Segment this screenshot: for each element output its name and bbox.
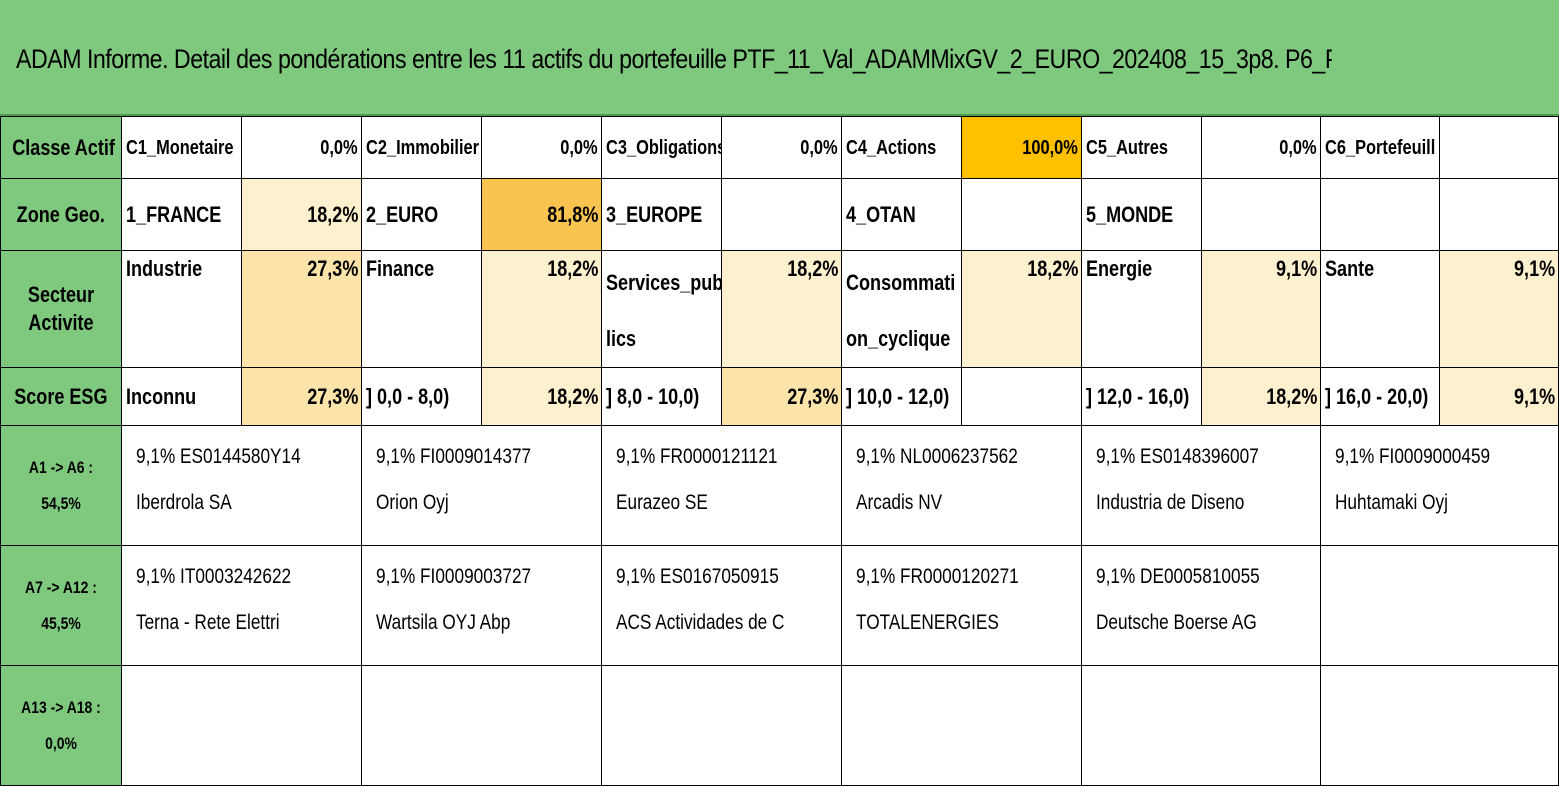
cell-label: 3_EUROPE <box>601 178 722 251</box>
asset-cell: 9,1% FI0009003727 Wartsila OYJ Abp <box>361 545 602 666</box>
asset-cell: 9,1% FI0009000459 Huhtamaki Oyj <box>1320 425 1559 546</box>
cell-label: ] 16,0 - 20,0) <box>1320 367 1440 426</box>
cell-value: 18,2% <box>961 250 1082 368</box>
cell-value: 0,0% <box>1201 116 1321 179</box>
asset-cell: 9,1% IT0003242622 Terna - Rete Elettri <box>121 545 362 666</box>
cell-value: 18,2% <box>1201 367 1321 426</box>
cell-value: 18,2% <box>481 250 602 368</box>
asset-cell <box>1320 545 1559 666</box>
cell-value: 0,0% <box>481 116 602 179</box>
cell-label: Consommati on_cyclique <box>841 250 962 368</box>
asset-cell <box>1081 665 1321 786</box>
cell-value: 18,2% <box>481 367 602 426</box>
header-secteur-activite: Secteur Activite <box>0 250 122 368</box>
cell-label: C5_Autres <box>1081 116 1202 179</box>
asset-group-header: A7 -> A12 : 45,5% <box>0 545 122 666</box>
cell-label: Services_pub lics <box>601 250 722 368</box>
cell-label: 2_EURO <box>361 178 482 251</box>
cell-label: C6_Portefeuill <box>1320 116 1440 179</box>
cell-value: 27,3% <box>241 250 362 368</box>
asset-cell: 9,1% DE0005810055 Deutsche Boerse AG <box>1081 545 1321 666</box>
asset-group-header: A13 -> A18 : 0,0% <box>0 665 122 786</box>
cell-value: 18,2% <box>241 178 362 251</box>
row-score-esg: Score ESG Inconnu 27,3% ] 0,0 - 8,0) 18,… <box>0 367 1559 426</box>
cell-value: 18,2% <box>721 250 842 368</box>
row-asset-group-1: A1 -> A6 : 54,5% 9,1% ES0144580Y14 Iberdr… <box>0 425 1559 546</box>
cell-value <box>721 178 842 251</box>
cell-label <box>1320 178 1440 251</box>
cell-value: 0,0% <box>241 116 362 179</box>
asset-cell: 9,1% ES0167050915 ACS Actividades de C <box>601 545 842 666</box>
row-asset-group-2: A7 -> A12 : 45,5% 9,1% IT0003242622 Terna… <box>0 545 1559 666</box>
asset-cell <box>361 665 602 786</box>
cell-label: Finance <box>361 250 482 368</box>
asset-cell: 9,1% FR0000120271 TOTALENERGIES <box>841 545 1082 666</box>
cell-label: C2_Immobilier <box>361 116 482 179</box>
row-classe-actif: Classe Actif C1_Monetaire 0,0% C2_Immobi… <box>0 116 1559 179</box>
asset-cell: 9,1% FR0000121121 Eurazeo SE <box>601 425 842 546</box>
cell-value: 27,3% <box>241 367 362 426</box>
row-asset-group-3: A13 -> A18 : 0,0% <box>0 665 1559 786</box>
cell-label: C4_Actions <box>841 116 962 179</box>
report-title: ADAM Informe. Detail des pondérations en… <box>16 44 1332 74</box>
header-classe-actif: Classe Actif <box>0 116 122 179</box>
cell-value: 100,0% <box>961 116 1082 179</box>
cell-label: Inconnu <box>121 367 242 426</box>
cell-label: ] 12,0 - 16,0) <box>1081 367 1202 426</box>
asset-cell: 9,1% FI0009014377 Orion Oyj <box>361 425 602 546</box>
cell-value: 0,0% <box>721 116 842 179</box>
header-zone-geo: Zone Geo. <box>0 178 122 251</box>
row-zone-geo: Zone Geo. 1_FRANCE 18,2% 2_EURO 81,8% 3_… <box>0 178 1559 251</box>
cell-value: 9,1% <box>1201 250 1321 368</box>
cell-value: 9,1% <box>1439 367 1559 426</box>
cell-label: 4_OTAN <box>841 178 962 251</box>
asset-cell: 9,1% NL0006237562 Arcadis NV <box>841 425 1082 546</box>
cell-value <box>1439 116 1559 179</box>
asset-group-header: A1 -> A6 : 54,5% <box>0 425 122 546</box>
cell-label: C3_Obligations <box>601 116 722 179</box>
cell-value: 81,8% <box>481 178 602 251</box>
weights-table: Classe Actif C1_Monetaire 0,0% C2_Immobi… <box>0 116 1559 786</box>
cell-label: Sante <box>1320 250 1440 368</box>
cell-label: 5_MONDE <box>1081 178 1202 251</box>
cell-value <box>1439 178 1559 251</box>
cell-label: ] 8,0 - 10,0) <box>601 367 722 426</box>
asset-cell: 9,1% ES0144580Y14 Iberdrola SA <box>121 425 362 546</box>
cell-value <box>961 178 1082 251</box>
cell-value: 27,3% <box>721 367 842 426</box>
asset-cell <box>121 665 362 786</box>
row-secteur-activite: Secteur Activite Industrie 27,3% Finance… <box>0 250 1559 368</box>
cell-value <box>1201 178 1321 251</box>
asset-cell <box>601 665 842 786</box>
cell-label: ] 0,0 - 8,0) <box>361 367 482 426</box>
cell-value: 9,1% <box>1439 250 1559 368</box>
cell-label: C1_Monetaire <box>121 116 242 179</box>
title-bar: ADAM Informe. Detail des pondérations en… <box>0 0 1559 116</box>
cell-label: ] 10,0 - 12,0) <box>841 367 962 426</box>
cell-value <box>961 367 1082 426</box>
asset-cell <box>1320 665 1559 786</box>
asset-cell: 9,1% ES0148396007 Industria de Diseno <box>1081 425 1321 546</box>
cell-label: Energie <box>1081 250 1202 368</box>
cell-label: 1_FRANCE <box>121 178 242 251</box>
cell-label: Industrie <box>121 250 242 368</box>
asset-cell <box>841 665 1082 786</box>
header-score-esg: Score ESG <box>0 367 122 426</box>
